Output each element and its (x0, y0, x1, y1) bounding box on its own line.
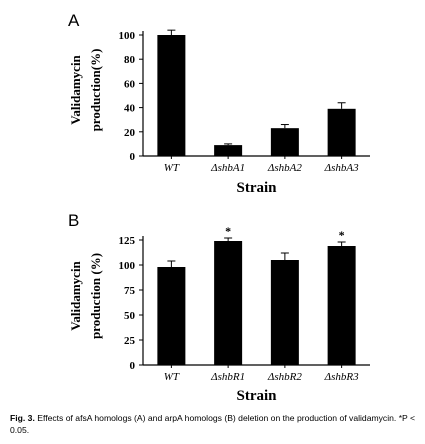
y-tick-label: 60 (124, 78, 136, 90)
x-axis-title: Strain (236, 180, 277, 196)
y-axis-title-line1: Validamycin (68, 54, 83, 124)
figure-caption: Fig. 3. Effects of afsA homologs (A) and… (10, 412, 420, 436)
panel-label: B (68, 211, 79, 230)
y-tick-label: 25 (124, 335, 136, 347)
y-axis-title-line2: production (%) (88, 253, 103, 339)
x-tick-label: ΔshbA3 (324, 162, 359, 174)
bar (327, 246, 356, 365)
bar (157, 267, 186, 365)
y-tick-label: 0 (130, 360, 136, 372)
y-tick-label: 100 (119, 260, 136, 272)
figure: A 0 20 40 60 80 100 Validamycin production(%) WT Δ… (68, 11, 370, 404)
y-tick-label: 40 (124, 103, 136, 115)
y-tick-label: 75 (124, 285, 136, 297)
x-tick-label: WT (164, 162, 180, 174)
y-tick-label: 50 (124, 310, 136, 322)
bar (214, 145, 243, 156)
x-tick-label: ΔshbR3 (324, 371, 359, 383)
x-tick-label: ΔshbA1 (210, 162, 245, 174)
caption-text: Effects of afsA homologs (A) and arpA ho… (10, 413, 416, 435)
y-tick-label: 20 (124, 127, 136, 139)
y-axis-title-line1: Validamycin (68, 260, 83, 330)
bar (327, 108, 356, 156)
y-tick-label: 125 (119, 235, 136, 247)
bar (157, 35, 186, 156)
bar (214, 241, 243, 365)
x-tick-label: ΔshbA2 (267, 162, 302, 174)
x-axis-title: Strain (236, 388, 277, 404)
caption-label: Fig. 3. (10, 413, 35, 423)
x-tick-label: ΔshbR2 (267, 371, 302, 383)
x-tick-label: WT (164, 371, 180, 383)
y-tick-label: 100 (119, 30, 136, 42)
y-axis-title-line2: production(%) (88, 49, 103, 132)
significance-marker: * (339, 228, 345, 242)
x-tick-label: ΔshbR1 (210, 371, 245, 383)
panel-label: A (68, 11, 80, 30)
y-tick-label: 0 (130, 151, 136, 163)
significance-marker: * (225, 224, 231, 238)
bar (270, 128, 299, 156)
bar (270, 260, 299, 365)
y-tick-label: 80 (124, 54, 136, 66)
